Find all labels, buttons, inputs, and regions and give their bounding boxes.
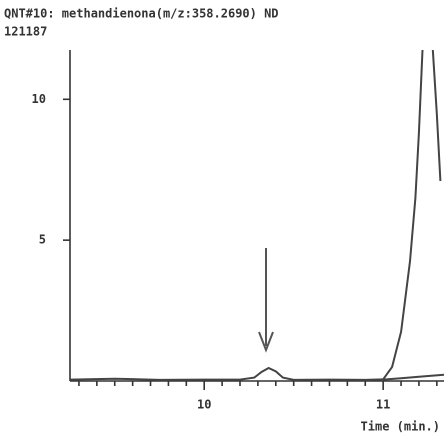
chart-subtitle: 121187	[4, 25, 47, 39]
x-tick-label: 10	[197, 398, 211, 412]
y-tick-label: 5	[39, 233, 46, 247]
x-axis-label: Time (min.)	[361, 420, 440, 434]
trace-line	[70, 50, 442, 381]
x-tick-label: 11	[376, 398, 390, 412]
arrow	[258, 248, 274, 353]
chart-title: QNT#10: methandienona(m/z:358.2690) ND	[4, 7, 279, 21]
y-tick-label: 10	[32, 92, 46, 106]
trace-line	[383, 373, 444, 381]
